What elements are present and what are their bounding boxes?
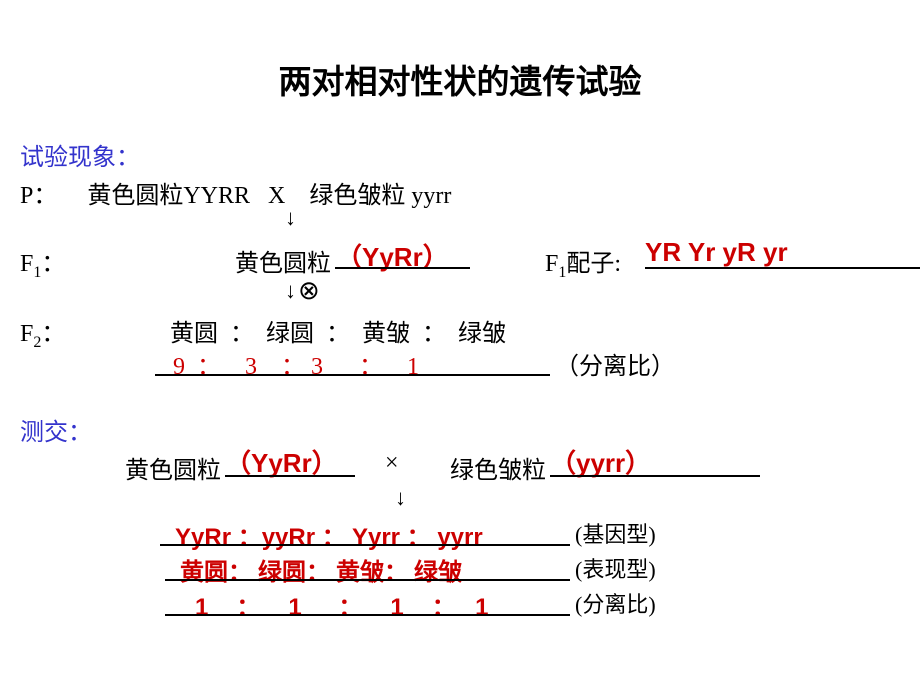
testcross-genotypes: YyRr ：yyRr ： Yyrr ： yyrr bbox=[175, 517, 483, 552]
f2-colon: ： bbox=[41, 321, 65, 347]
testcross-ratio-label: (分离比) bbox=[575, 587, 656, 619]
f2-ratio-label: （分离比） bbox=[555, 346, 675, 381]
f2-phenotypes: 黄圆 ： 绿圆 ： 黄皱 ： 绿皱 bbox=[170, 313, 506, 348]
page-title: 两对相对性状的遗传试验 bbox=[0, 55, 920, 103]
f2-prefix: F bbox=[20, 321, 33, 347]
testcross-parent2: 绿色皱粒 bbox=[450, 450, 546, 485]
tc-pheno-underline bbox=[165, 579, 570, 581]
self-cross-icon: ⊗ bbox=[298, 276, 320, 306]
testcross-phenotypes: 黄圆： 绿圆： 黄皱： 绿皱 bbox=[180, 552, 462, 587]
f1g-suffix: 配子: bbox=[566, 251, 621, 277]
f2-ratio-underline bbox=[155, 374, 550, 376]
testcross-p2-underline bbox=[550, 475, 760, 477]
phenomenon-heading: 试验现象： bbox=[20, 137, 140, 172]
testcross-heading: 测交： bbox=[20, 412, 92, 447]
f1-prefix: F bbox=[20, 251, 33, 277]
f1-phenotype-label: 黄色圆粒 bbox=[235, 243, 331, 278]
arrow-down-icon-3: ↓ bbox=[395, 485, 406, 511]
cross-symbol: × bbox=[385, 450, 399, 477]
testcross-phenotype-label: (表现型) bbox=[575, 552, 656, 584]
testcross-p1-underline bbox=[225, 475, 355, 477]
f1-symbol: F1： bbox=[20, 243, 65, 282]
tc-geno-underline bbox=[160, 544, 570, 546]
arrow-down-icon: ↓ bbox=[285, 205, 296, 231]
arrow-down-icon-2: ↓ bbox=[285, 278, 296, 304]
f1-gametes-label: F1配子: bbox=[545, 243, 621, 282]
tc-ratio-underline bbox=[165, 614, 570, 616]
f2-symbol: F2： bbox=[20, 313, 65, 352]
testcross-parent1: 黄色圆粒 bbox=[125, 450, 221, 485]
f1-underline bbox=[335, 267, 470, 269]
f1-gametes: YR Yr yR yr bbox=[645, 237, 788, 268]
testcross-genotype-label: (基因型) bbox=[575, 517, 656, 549]
f1-colon: ： bbox=[41, 251, 65, 277]
parent-generation-line: P： 黄色圆粒YYRR X 绿色皱粒 yyrr bbox=[20, 175, 451, 210]
testcross-ratio: 1 ： 1 ： 1 ： 1 bbox=[195, 587, 490, 622]
f1g-prefix: F bbox=[545, 251, 558, 277]
f1-gametes-underline bbox=[645, 267, 920, 269]
